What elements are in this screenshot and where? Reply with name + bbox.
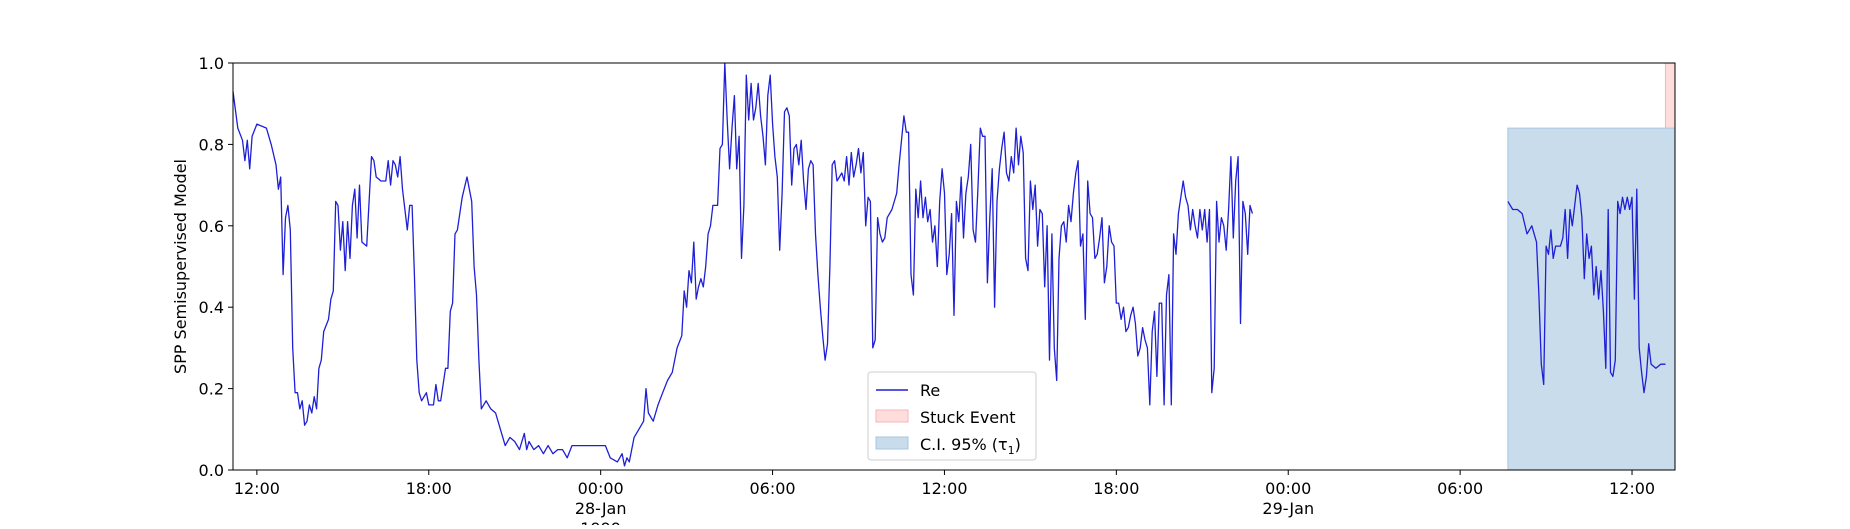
y-tick-label: 0.0 [199, 461, 224, 480]
legend-box [867, 371, 1037, 461]
series-line-re-1 [232, 62, 1254, 467]
y-axis: 0.0 0.2 0.4 0.6 0.8 1.0 [199, 54, 233, 480]
x-tick-label: 12:00 [921, 479, 967, 498]
x-tick-label: 06:00 [1437, 479, 1483, 498]
y-tick-label: 1.0 [199, 54, 224, 73]
y-axis-label: SPP Semisupervised Model [171, 159, 190, 374]
x-tick-label: 12:00 [234, 479, 280, 498]
series-line-re-2 [1507, 184, 1666, 394]
legend-label: Stuck Event [920, 408, 1016, 427]
plot-frame [232, 62, 1676, 471]
lines-layer [232, 62, 1666, 467]
confidence-interval-band [1507, 127, 1676, 471]
legend-label: Re [920, 381, 940, 400]
x-tick-sublabel: 1999 [580, 519, 621, 525]
y-tick-label: 0.8 [199, 135, 224, 154]
x-tick-label: 12:00 [1609, 479, 1655, 498]
y-tick-label: 0.4 [199, 298, 224, 317]
x-tick-label: 18:00 [406, 479, 452, 498]
x-tick-sublabel: 28-Jan [575, 499, 627, 518]
x-tick-label: 00:00 [1265, 479, 1311, 498]
legend-label: C.I. 95% (τ1) [920, 435, 1021, 457]
legend-swatch-patch [875, 436, 909, 450]
x-tick-sublabel: 29-Jan [1262, 499, 1314, 518]
x-tick-label: 18:00 [1093, 479, 1139, 498]
legend: Re Stuck Event C.I. 95% (τ1) [867, 371, 1037, 461]
x-axis: 12:0018:0000:0028-Jan199906:0012:0018:00… [234, 470, 1655, 529]
x-tick-label: 06:00 [750, 479, 796, 498]
y-tick-label: 0.6 [199, 217, 224, 236]
y-tick-label: 0.2 [199, 380, 224, 399]
bands-layer [1507, 62, 1676, 471]
x-tick-label: 00:00 [578, 479, 624, 498]
legend-swatch-patch [875, 409, 909, 423]
legend-entries: Re Stuck Event C.I. 95% (τ1) [875, 381, 1021, 457]
